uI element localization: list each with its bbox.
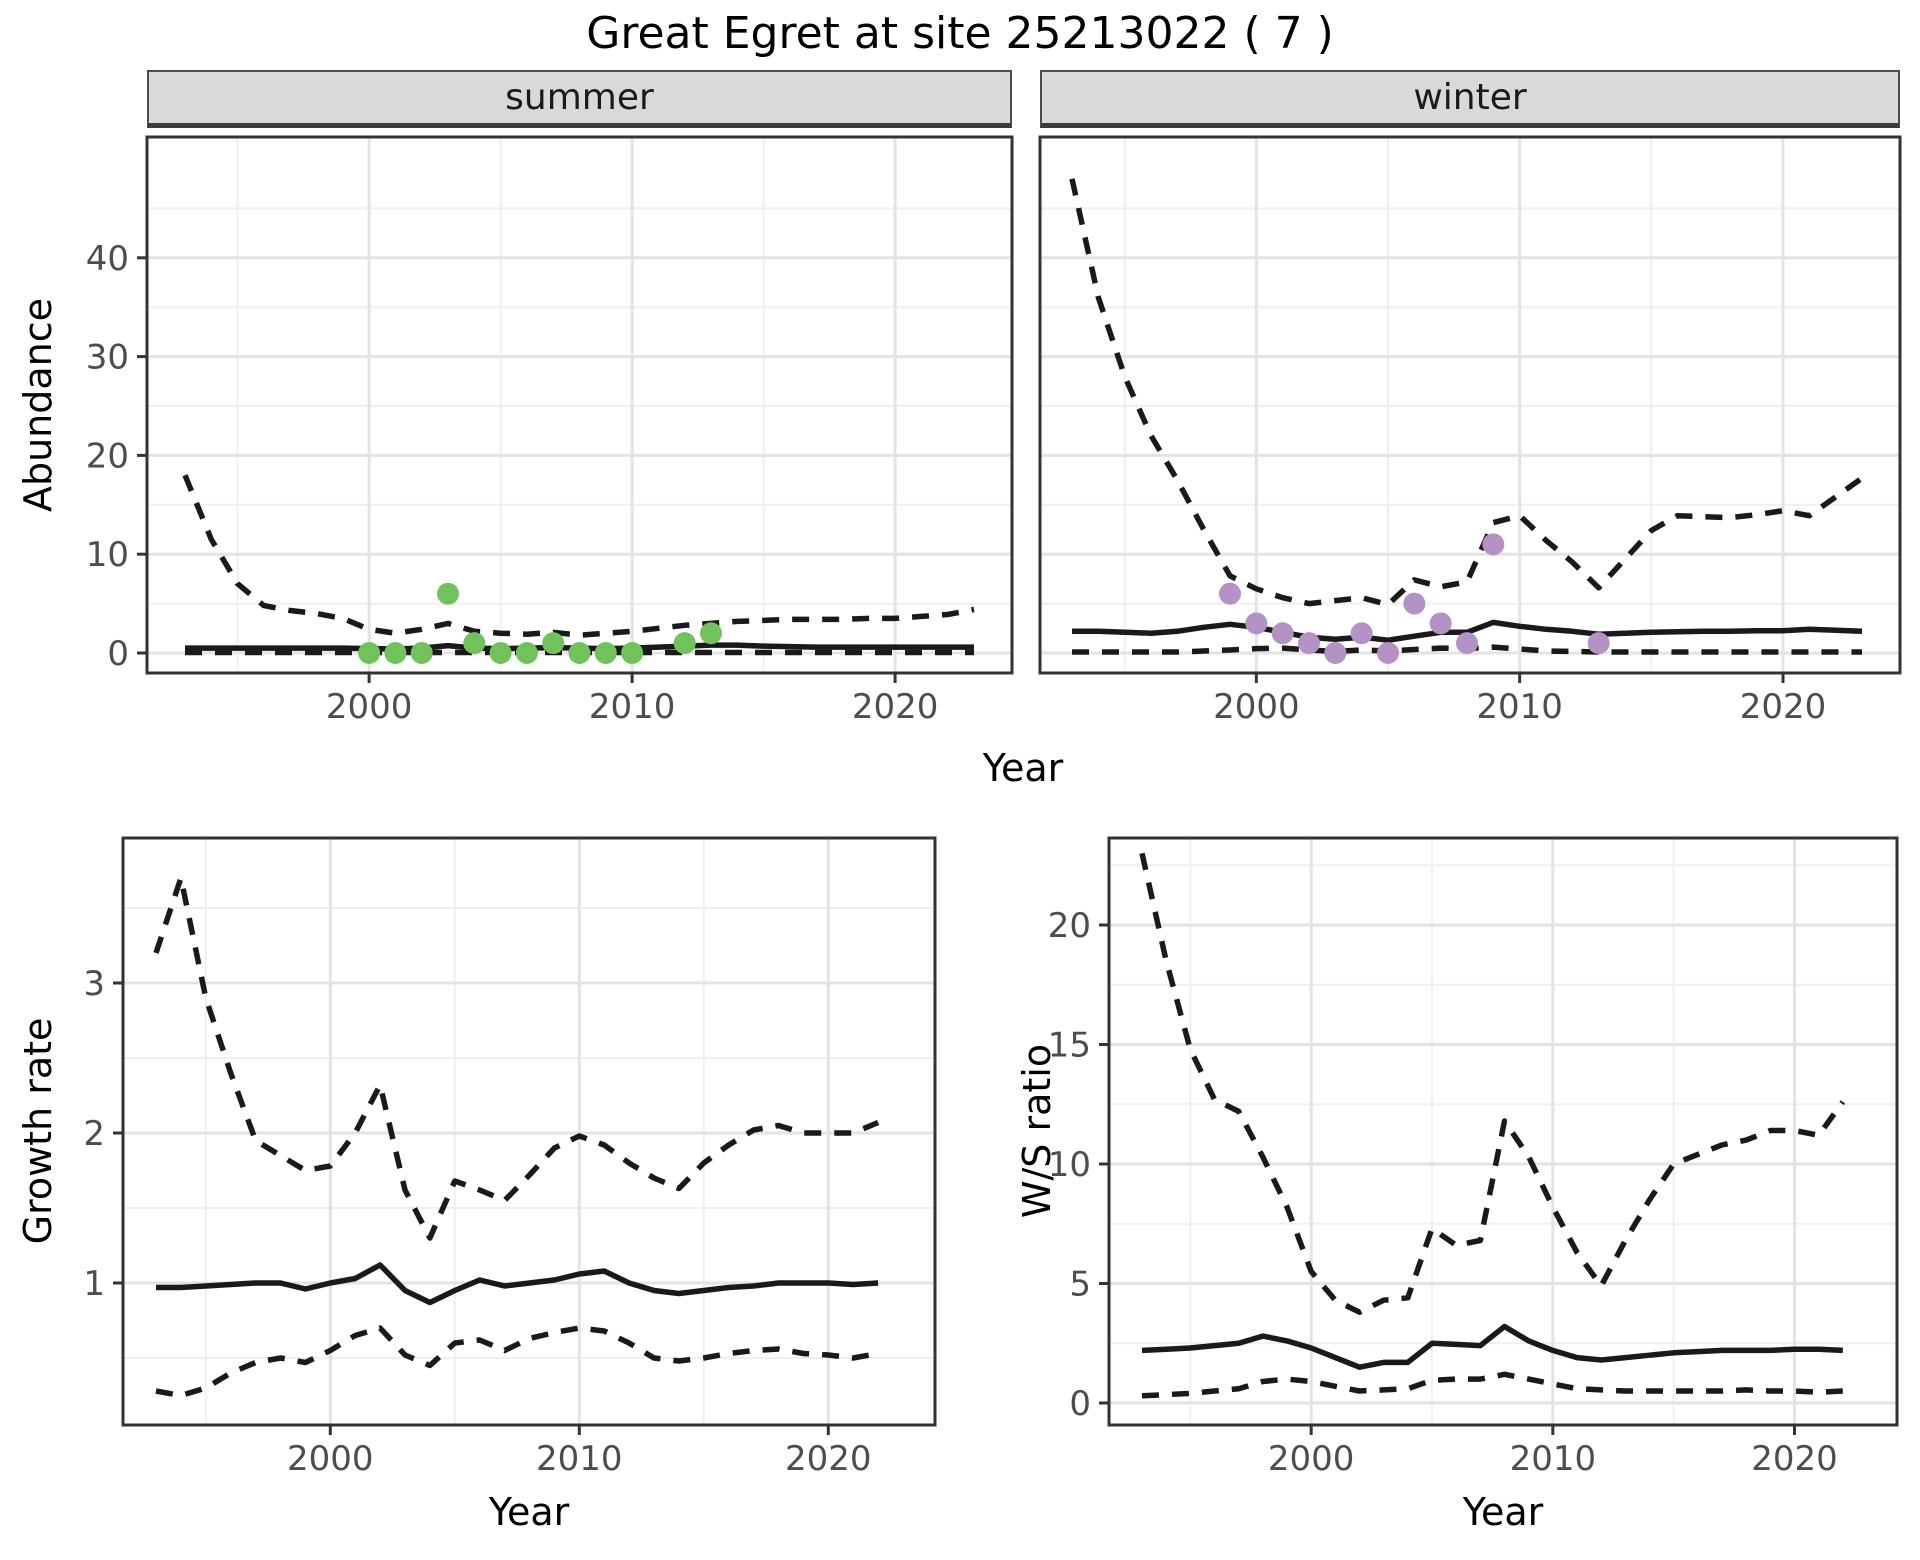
panel-ws-ratio: 2000 2010 2020 0 5 10 15 20 xyxy=(1048,836,1899,1479)
y-tick-label: 30 xyxy=(86,338,129,378)
x-tick-label: 2010 xyxy=(536,1439,623,1479)
observation-point xyxy=(463,632,486,655)
observation-point xyxy=(1219,582,1241,605)
y-tick-label: 40 xyxy=(86,239,129,279)
y-axis-title-growth-rate: Growth rate xyxy=(16,1017,60,1245)
observation-point xyxy=(1377,642,1399,664)
observation-point xyxy=(542,632,565,655)
observation-point xyxy=(410,642,433,664)
x-tick-label: 2000 xyxy=(326,687,413,727)
y-tick-label: 10 xyxy=(86,535,129,575)
observation-point xyxy=(1429,612,1452,635)
y-tick-label: 1 xyxy=(83,1264,105,1304)
observation-point xyxy=(489,642,512,664)
observation-point xyxy=(1456,632,1478,655)
observation-point xyxy=(1403,592,1426,615)
y-tick-label: 2 xyxy=(83,1114,105,1154)
observation-point xyxy=(515,642,538,664)
upper-ci-line xyxy=(1139,852,1846,1315)
facet-strip-summer-label: summer xyxy=(505,77,654,118)
observation-point xyxy=(1271,622,1294,645)
observation-point xyxy=(358,642,381,664)
facet-strip-winter-label: winter xyxy=(1413,77,1527,118)
x-axis-title-year-bottom-right: Year xyxy=(1462,1490,1544,1534)
observation-point xyxy=(594,642,617,664)
facet-strip-winter: winter xyxy=(1040,70,1900,128)
y-tick-label: 5 xyxy=(1069,1265,1091,1305)
y-tick-label: 0 xyxy=(107,634,129,674)
y-tick-label: 20 xyxy=(1048,906,1091,946)
x-tick-label: 2010 xyxy=(1476,687,1563,727)
y-tick-label: 0 xyxy=(1069,1384,1091,1424)
lower-ci-line xyxy=(1141,1371,1843,1399)
observation-point xyxy=(384,642,407,664)
y-axis-title-abundance: Abundance xyxy=(16,297,60,513)
observation-point xyxy=(621,642,644,664)
x-tick-label: 2010 xyxy=(1510,1439,1597,1479)
upper-ci-line xyxy=(153,875,880,1241)
panel-border xyxy=(145,135,1014,675)
y-tick-label: 20 xyxy=(86,436,129,476)
plot-title: Great Egret at site 25213022 ( 7 ) xyxy=(586,8,1334,59)
observation-point xyxy=(1587,632,1610,655)
x-tick-label: 2010 xyxy=(589,687,676,727)
x-axis-title-year-top: Year xyxy=(982,746,1064,790)
observation-point xyxy=(1482,533,1505,556)
y-tick-label: 10 xyxy=(1048,1145,1091,1185)
observation-point xyxy=(1324,642,1347,664)
panel-growth-rate: 2000 2010 2020 1 2 3 xyxy=(83,836,937,1479)
y-axis-title-ws-ratio: W/S ratio xyxy=(1015,1043,1059,1219)
upper-ci-line xyxy=(1069,178,1864,608)
y-tick-label: 15 xyxy=(1048,1026,1091,1066)
observation-point xyxy=(1350,622,1373,645)
panel-abundance-winter: 2000 2010 2020 xyxy=(1038,135,1902,727)
x-tick-label: 2000 xyxy=(1268,1439,1355,1479)
panel-abundance-summer: 2000 2010 2020 0 10 20 30 40 xyxy=(86,135,1014,727)
observation-point xyxy=(1245,612,1268,635)
series-group xyxy=(182,474,975,656)
observation-point xyxy=(1298,632,1320,655)
x-tick-label: 2020 xyxy=(1751,1439,1838,1479)
observation-point xyxy=(700,622,722,645)
series-group xyxy=(153,875,880,1399)
panel-border xyxy=(1038,135,1902,675)
y-tick-label: 3 xyxy=(83,964,105,1004)
observation-point xyxy=(568,642,591,664)
series-group xyxy=(1139,852,1846,1399)
facet-strip-summer: summer xyxy=(147,70,1012,128)
series-group xyxy=(1069,178,1864,655)
observation-point xyxy=(673,632,696,655)
x-tick-label: 2000 xyxy=(287,1439,374,1479)
panel-border xyxy=(1107,836,1899,1427)
observation-point xyxy=(437,582,459,605)
median-line xyxy=(1141,1323,1843,1370)
x-tick-label: 2020 xyxy=(852,687,939,727)
x-tick-label: 2000 xyxy=(1213,687,1300,727)
median-line xyxy=(156,1262,879,1306)
x-axis-title-year-bottom-left: Year xyxy=(488,1490,570,1534)
lower-ci-line xyxy=(155,1325,879,1399)
x-tick-label: 2020 xyxy=(1740,687,1827,727)
x-tick-label: 2020 xyxy=(785,1439,872,1479)
